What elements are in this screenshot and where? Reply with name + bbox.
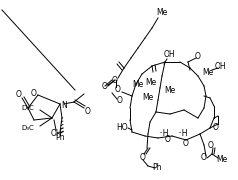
- Text: O: O: [140, 154, 146, 163]
- Text: O: O: [208, 141, 214, 150]
- Text: Me: Me: [216, 156, 228, 165]
- Text: D₃C: D₃C: [22, 105, 34, 111]
- Text: D₃C: D₃C: [22, 125, 34, 131]
- Text: Me: Me: [142, 93, 154, 102]
- Text: N: N: [61, 100, 67, 109]
- Text: O: O: [16, 89, 22, 98]
- Text: O: O: [183, 138, 189, 147]
- Text: O: O: [201, 154, 207, 163]
- Text: O: O: [112, 75, 118, 84]
- Text: O: O: [213, 123, 219, 132]
- Text: HO: HO: [116, 123, 128, 132]
- Text: OH: OH: [50, 129, 62, 138]
- Text: Ph: Ph: [55, 134, 65, 143]
- Text: Me: Me: [202, 68, 214, 76]
- Text: OH: OH: [163, 50, 175, 59]
- Text: O: O: [195, 51, 201, 60]
- Text: Me: Me: [164, 86, 176, 94]
- Text: O: O: [85, 107, 91, 116]
- Text: Me: Me: [132, 80, 144, 89]
- Text: Me: Me: [156, 8, 168, 17]
- Text: ··H: ··H: [177, 129, 187, 138]
- Text: Ph: Ph: [152, 163, 162, 172]
- Text: O: O: [31, 89, 37, 98]
- Text: O: O: [102, 82, 108, 91]
- Text: O: O: [117, 96, 123, 105]
- Text: OH: OH: [214, 62, 226, 71]
- Text: ··H: ··H: [158, 129, 168, 138]
- Text: Me: Me: [145, 78, 157, 87]
- Text: O: O: [115, 84, 121, 93]
- Text: O: O: [165, 136, 171, 145]
